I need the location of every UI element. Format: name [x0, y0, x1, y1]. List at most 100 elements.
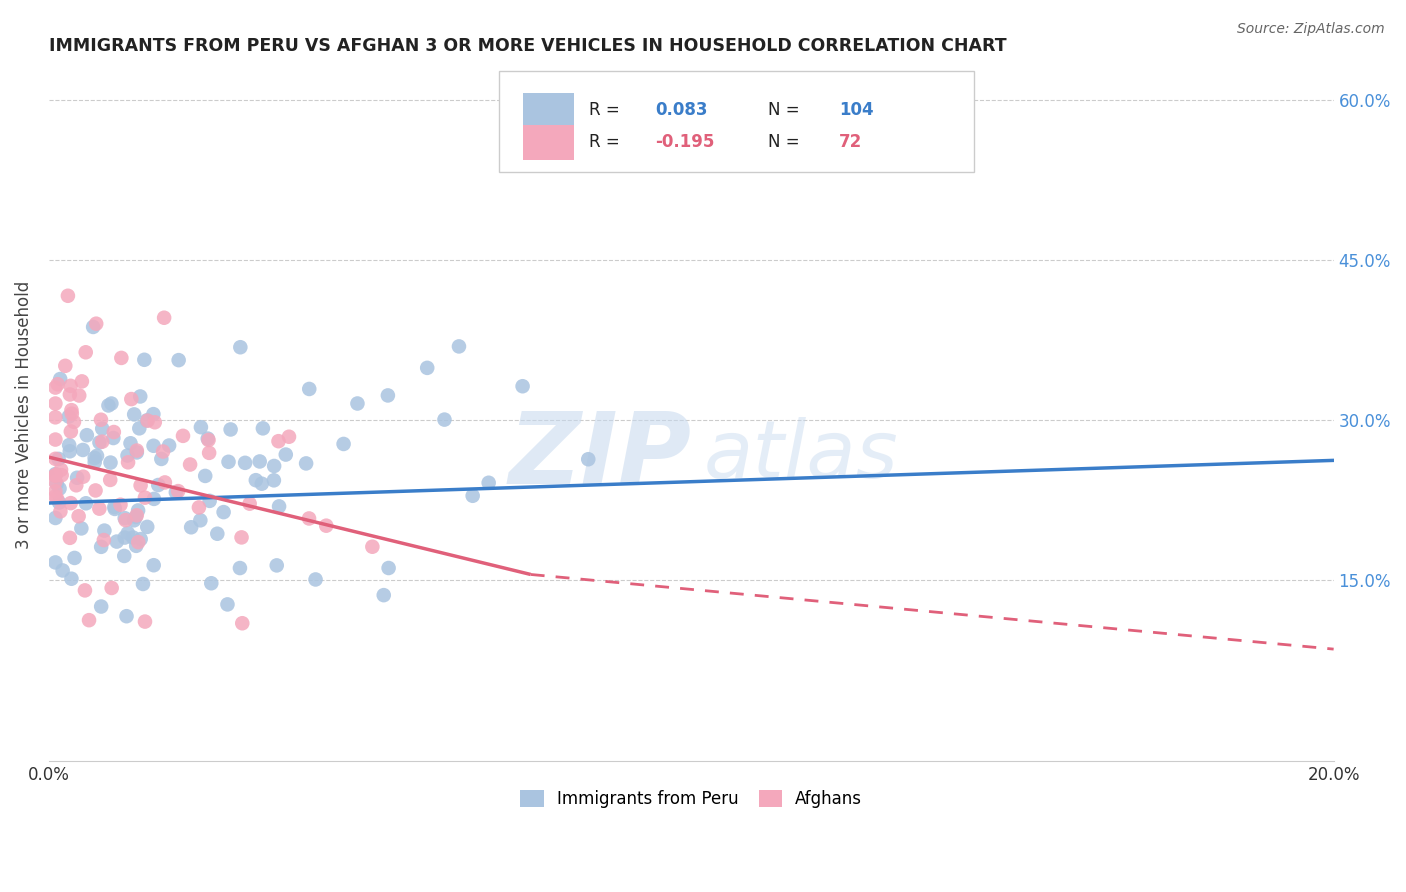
Point [59, 444, 82, 458]
Point [76, 428, 98, 442]
Point [267, 500, 290, 514]
Text: Source: ZipAtlas.com: Source: ZipAtlas.com [1237, 22, 1385, 37]
Point [48, 451, 70, 466]
Point [142, 558, 165, 573]
Point [120, 392, 142, 406]
Point [44, 475, 66, 489]
Point [44, 511, 66, 525]
FancyBboxPatch shape [499, 71, 974, 172]
Point [198, 446, 221, 460]
Point [114, 511, 136, 525]
Point [332, 437, 354, 451]
Point [278, 430, 301, 444]
Point [377, 561, 399, 575]
Point [52, 564, 75, 578]
Point [148, 478, 170, 492]
Point [304, 573, 326, 587]
Point [70, 375, 93, 389]
FancyBboxPatch shape [523, 125, 575, 160]
Point [73, 583, 96, 598]
Point [103, 500, 125, 514]
Point [298, 511, 321, 525]
Point [44, 468, 66, 483]
Point [83, 450, 105, 465]
Point [72, 442, 94, 457]
Point [142, 407, 165, 421]
Point [93, 533, 115, 547]
Point [125, 539, 148, 553]
Point [263, 473, 285, 487]
Point [150, 452, 173, 467]
Point [134, 491, 156, 505]
Legend: Immigrants from Peru, Afghans: Immigrants from Peru, Afghans [513, 784, 869, 815]
Point [46, 491, 69, 506]
Point [105, 534, 128, 549]
Point [86, 449, 108, 463]
Point [89, 435, 111, 450]
Text: 0.083: 0.083 [655, 102, 707, 120]
Point [120, 436, 142, 450]
Point [91, 422, 114, 436]
Point [266, 558, 288, 573]
Text: R =: R = [589, 133, 624, 152]
Point [218, 455, 240, 469]
Point [59, 387, 82, 401]
Point [274, 448, 297, 462]
Point [110, 498, 132, 512]
Point [59, 379, 82, 393]
Point [90, 540, 112, 554]
Point [136, 520, 159, 534]
Point [44, 380, 66, 394]
Point [142, 439, 165, 453]
Point [194, 469, 217, 483]
Point [100, 396, 122, 410]
Point [58, 438, 80, 452]
Point [167, 353, 190, 368]
Point [48, 482, 70, 496]
Point [179, 458, 201, 472]
Point [153, 310, 176, 325]
Point [346, 396, 368, 410]
Point [93, 524, 115, 538]
Point [51, 468, 73, 483]
Point [125, 443, 148, 458]
Point [129, 478, 152, 492]
Point [229, 340, 252, 354]
Point [44, 451, 66, 466]
FancyBboxPatch shape [523, 93, 575, 128]
Point [433, 412, 456, 426]
Point [48, 495, 70, 509]
Point [63, 550, 86, 565]
Text: R =: R = [589, 102, 624, 120]
Point [172, 429, 194, 443]
Point [122, 531, 145, 545]
Point [373, 588, 395, 602]
Y-axis label: 3 or more Vehicles in Household: 3 or more Vehicles in Household [15, 280, 32, 549]
Point [135, 413, 157, 427]
Point [576, 452, 599, 467]
Point [114, 531, 136, 545]
Point [49, 372, 72, 386]
Point [117, 449, 139, 463]
Point [46, 377, 69, 392]
Point [129, 532, 152, 546]
Point [53, 359, 76, 373]
Point [252, 421, 274, 435]
Point [60, 572, 83, 586]
Point [478, 475, 501, 490]
Text: atlas: atlas [704, 417, 898, 495]
Point [84, 317, 107, 331]
Point [298, 382, 321, 396]
Point [44, 410, 66, 425]
Point [180, 520, 202, 534]
Point [45, 476, 67, 491]
Point [115, 609, 138, 624]
Point [72, 469, 94, 483]
Point [90, 413, 112, 427]
Point [127, 503, 149, 517]
Point [132, 577, 155, 591]
Point [90, 599, 112, 614]
Point [82, 320, 104, 334]
Point [245, 473, 267, 487]
Point [67, 388, 90, 402]
